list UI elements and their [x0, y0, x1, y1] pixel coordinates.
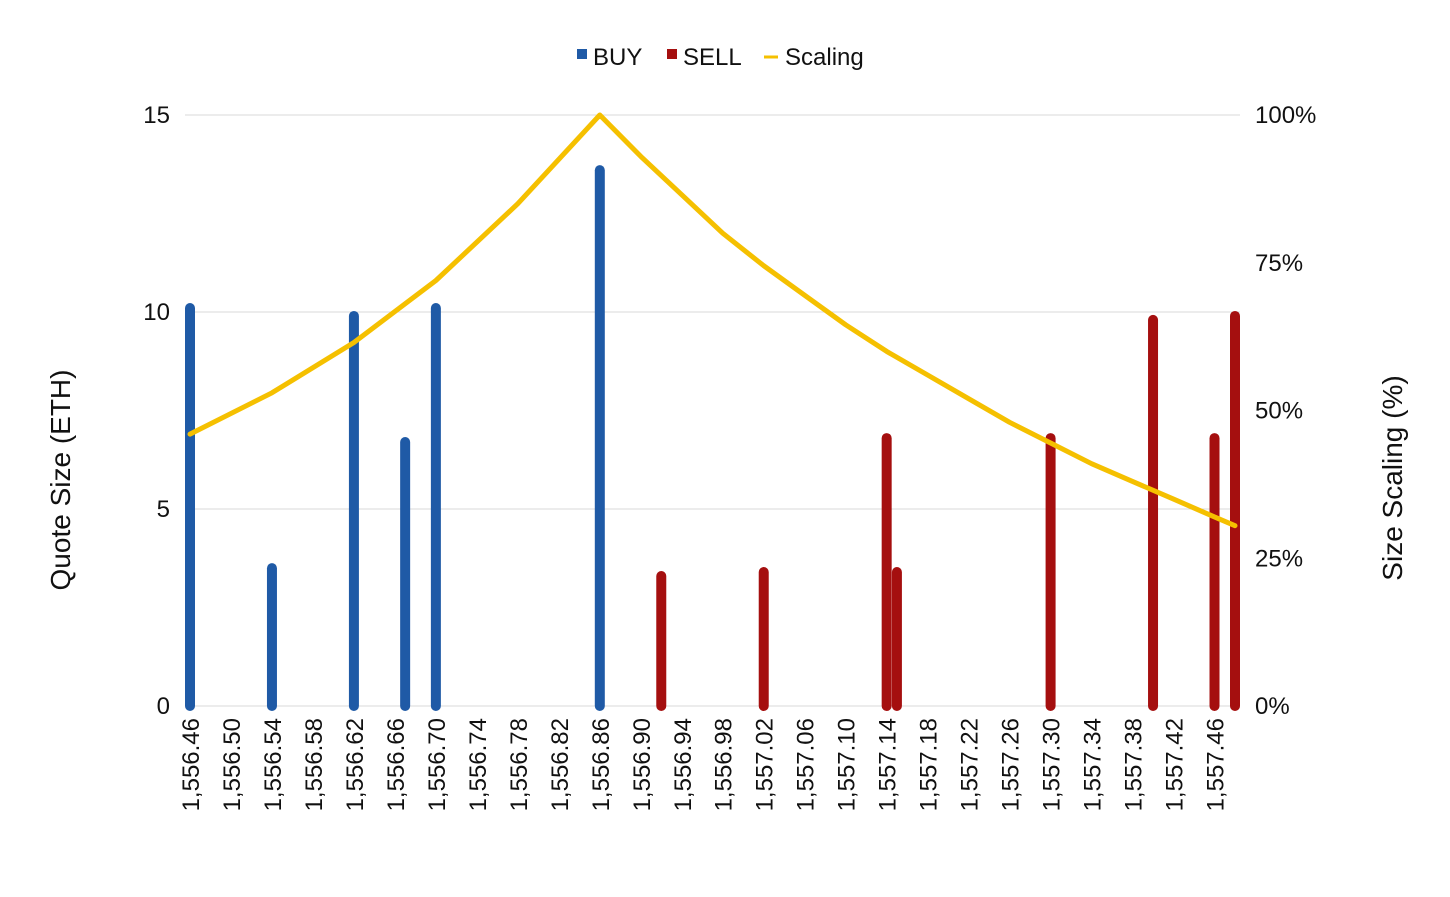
x-tick-8: 1,556.78: [506, 718, 533, 811]
y-left-tick-1: 5: [157, 496, 170, 523]
x-tick-21: 1,557.30: [1039, 718, 1066, 811]
y-right-tick-0: 0%: [1255, 693, 1290, 720]
x-tick-5: 1,556.66: [383, 718, 410, 811]
legend-buy-label: BUY: [593, 44, 642, 71]
x-tick-0: 1,556.46: [178, 718, 205, 811]
x-tick-11: 1,556.90: [629, 718, 656, 811]
x-tick-18: 1,557.18: [916, 718, 943, 811]
y-right-tick-4: 100%: [1255, 102, 1316, 129]
x-tick-7: 1,556.74: [465, 718, 492, 811]
x-tick-19: 1,557.22: [957, 718, 984, 811]
x-tick-16: 1,557.10: [834, 718, 861, 811]
legend-sell-label: SELL: [683, 44, 742, 71]
x-tick-2: 1,556.54: [260, 718, 287, 811]
legend-sell-swatch: [667, 49, 677, 59]
x-tick-3: 1,556.58: [301, 718, 328, 811]
x-tick-15: 1,557.06: [793, 718, 820, 811]
legend-scaling-label: Scaling: [785, 44, 864, 71]
x-tick-17: 1,557.14: [875, 718, 902, 811]
y-left-tick-3: 15: [143, 102, 170, 129]
y-axis-left-title: Quote Size (ETH): [45, 370, 76, 591]
y-axis-left-ticks: 0 5 10 15: [143, 102, 170, 720]
x-tick-10: 1,556.86: [588, 718, 615, 811]
y-right-tick-2: 50%: [1255, 398, 1303, 425]
x-tick-13: 1,556.98: [711, 718, 738, 811]
x-tick-6: 1,556.70: [424, 718, 451, 811]
y-left-tick-0: 0: [157, 693, 170, 720]
y-right-tick-3: 75%: [1255, 250, 1303, 277]
x-tick-20: 1,557.26: [998, 718, 1025, 811]
scaling-line: [187, 112, 1238, 529]
scaling-series-line: [187, 112, 1238, 529]
x-tick-22: 1,557.34: [1080, 718, 1107, 811]
x-tick-24: 1,557.42: [1162, 718, 1189, 811]
legend-buy-swatch: [577, 49, 587, 59]
x-tick-9: 1,556.82: [547, 718, 574, 811]
y-axis-right-title: Size Scaling (%): [1377, 375, 1408, 580]
x-tick-1: 1,556.50: [219, 718, 246, 811]
x-tick-25: 1,557.46: [1203, 718, 1230, 811]
x-tick-23: 1,557.38: [1121, 718, 1148, 811]
x-tick-14: 1,557.02: [752, 718, 779, 811]
x-tick-4: 1,556.62: [342, 718, 369, 811]
y-left-tick-2: 10: [143, 299, 170, 326]
bars: [185, 165, 1240, 711]
gridlines: [185, 114, 1240, 707]
legend: BUY SELL Scaling: [577, 44, 864, 71]
y-axis-right-ticks: 0% 25% 50% 75% 100%: [1255, 102, 1316, 720]
y-right-tick-1: 25%: [1255, 545, 1303, 572]
x-tick-12: 1,556.94: [670, 718, 697, 811]
x-axis-ticks: 1,556.46 1,556.50 1,556.54 1,556.58 1,556.62…: [178, 718, 1230, 811]
